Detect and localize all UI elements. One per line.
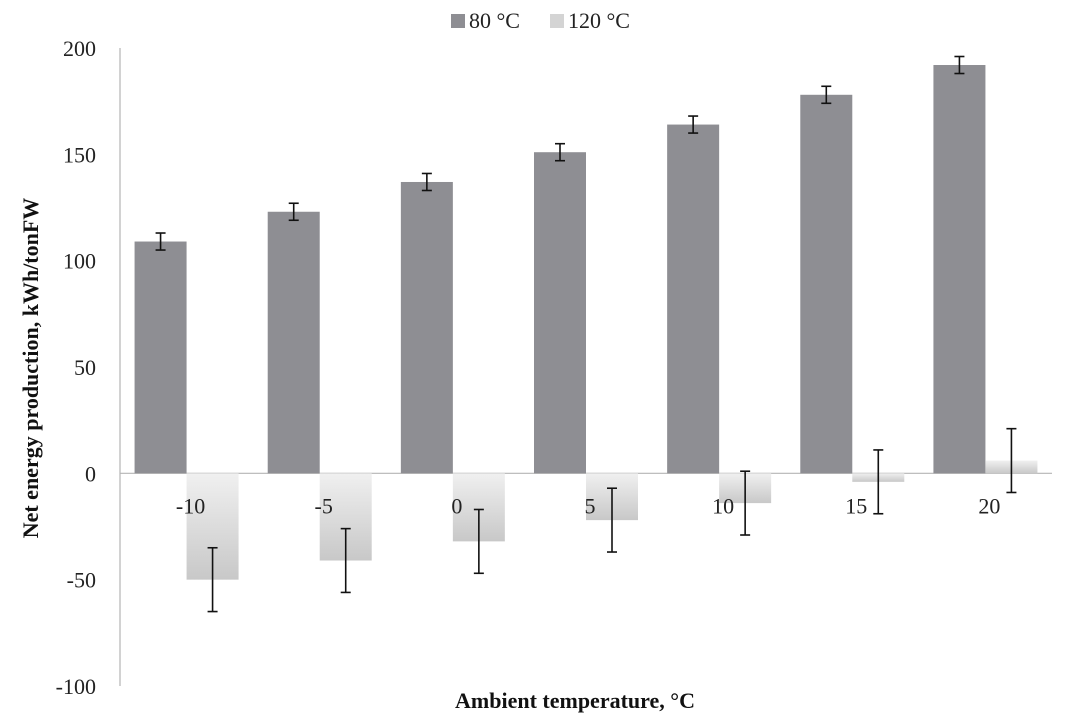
x-tick-label: 20 — [978, 493, 1000, 518]
y-axis-title: Net energy production, kWh/tonFW — [18, 198, 43, 539]
bar-80c — [933, 65, 986, 474]
error-bars — [155, 55, 1017, 613]
y-tick-label: 0 — [85, 461, 96, 486]
y-tick-label: 50 — [74, 355, 96, 380]
bar-80c — [400, 181, 453, 474]
bars — [134, 65, 1038, 580]
bar-80c — [134, 241, 187, 474]
legend-swatch-120c — [550, 14, 564, 28]
bar-80c — [667, 124, 720, 474]
legend-label-80c: 80 °C — [469, 8, 520, 33]
x-tick-label: -10 — [176, 493, 205, 518]
x-tick-labels: -10 -5 0 5 10 15 20 — [176, 493, 1001, 518]
x-tick-label: -5 — [315, 493, 333, 518]
x-tick-label: 15 — [845, 493, 867, 518]
x-tick-label: 0 — [451, 493, 462, 518]
x-tick-label: 5 — [585, 493, 596, 518]
y-tick-labels: -100 -50 0 50 100 150 200 — [56, 36, 96, 699]
y-tick-label: 200 — [63, 36, 96, 61]
y-tick-label: 150 — [63, 142, 96, 167]
x-axis-title: Ambient temperature, °C — [455, 688, 695, 713]
legend: 80 °C 120 °C — [451, 8, 630, 33]
x-tick-label: 10 — [712, 493, 734, 518]
legend-label-120c: 120 °C — [568, 8, 630, 33]
bar-80c — [534, 152, 586, 474]
bar-80c — [267, 211, 320, 474]
bar-80c — [800, 94, 853, 474]
y-tick-label: 100 — [63, 249, 96, 274]
y-tick-label: -100 — [56, 674, 96, 699]
legend-swatch-80c — [451, 14, 465, 28]
y-tick-label: -50 — [67, 568, 96, 593]
